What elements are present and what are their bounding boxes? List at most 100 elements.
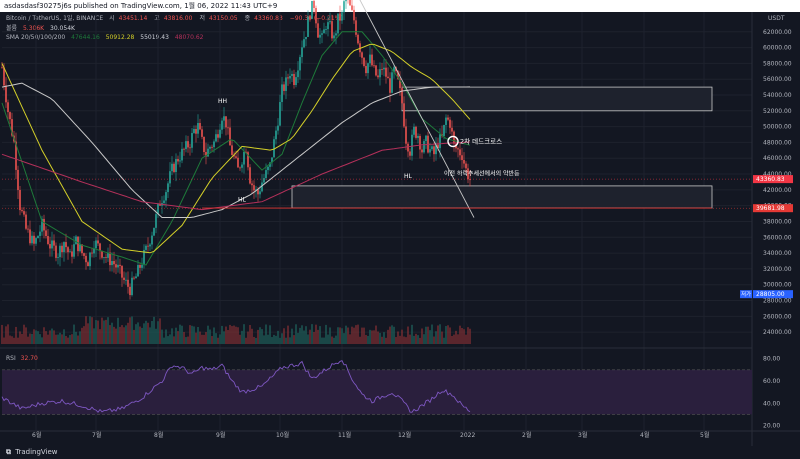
candle-body	[71, 251, 73, 257]
volume-bar	[397, 331, 399, 344]
candle-body	[247, 152, 249, 168]
volume-value-2: 30.054K	[50, 25, 75, 32]
price-tag-label: 43360.83	[756, 176, 785, 183]
trend-line	[359, 0, 475, 218]
rsi-band	[2, 369, 752, 415]
annotation-text: HL	[238, 197, 247, 204]
volume-bar	[209, 329, 211, 344]
volume-bar	[323, 337, 325, 344]
volume-bar	[451, 335, 453, 344]
candle-body	[263, 178, 265, 183]
volume-bar	[387, 329, 389, 344]
candle-body	[315, 7, 317, 24]
candle-body	[435, 144, 437, 155]
volume-bar	[39, 334, 41, 344]
candle-body	[391, 72, 393, 93]
candle-body	[61, 245, 63, 253]
volume-bar	[159, 318, 161, 344]
candle-body	[245, 151, 247, 153]
volume-bar	[51, 328, 53, 344]
y-tick-label: 30000.00	[763, 282, 792, 289]
volume-bar	[453, 334, 455, 344]
price-tag-box	[753, 290, 793, 299]
candle-body	[105, 257, 107, 259]
volume-bar	[381, 336, 383, 344]
candle-body	[285, 77, 287, 91]
candle-body	[157, 203, 159, 215]
volume-bar	[391, 325, 393, 344]
candle-body	[295, 77, 297, 86]
y-tick-label: 38000.00	[763, 218, 792, 225]
candle-body	[181, 148, 183, 161]
candle-body	[241, 164, 243, 168]
volume-bar	[83, 326, 85, 344]
candle-body	[39, 231, 41, 237]
candle-body	[311, 0, 313, 19]
candle-body	[141, 264, 143, 268]
x-tick-label: 11월	[338, 431, 351, 439]
volume-bar	[339, 327, 341, 344]
volume-bar	[217, 337, 219, 344]
volume-bar	[235, 326, 237, 344]
candle-body	[101, 251, 103, 258]
volume-bar	[225, 326, 227, 344]
candle-body	[15, 141, 17, 170]
volume-bar	[423, 334, 425, 344]
volume-bar	[15, 326, 17, 344]
candle-body	[121, 265, 123, 278]
volume-bar	[347, 327, 349, 344]
y-tick-label: 32000.00	[763, 266, 792, 273]
publish-header: asdasdasf30275j6s published on TradingVi…	[0, 0, 800, 12]
volume-bar	[97, 320, 99, 344]
volume-bar	[329, 327, 331, 344]
candle-body	[361, 52, 363, 58]
candle-body	[233, 155, 235, 157]
volume-bar	[63, 329, 65, 344]
volume-bar	[409, 334, 411, 344]
volume-bar	[115, 328, 117, 344]
volume-bar	[445, 326, 447, 344]
volume-bar	[367, 335, 369, 344]
candle-body	[95, 240, 97, 249]
candle-body	[443, 124, 445, 136]
candle-body	[325, 29, 327, 30]
volume-bar	[153, 316, 155, 344]
candle-body	[125, 279, 127, 281]
volume-bar	[141, 327, 143, 344]
candle-body	[25, 214, 27, 229]
volume-bar	[85, 316, 87, 344]
y-tick-label: 46000.00	[763, 155, 792, 162]
candle-body	[449, 119, 451, 128]
volume-bar	[117, 317, 119, 344]
volume-bar	[195, 332, 197, 344]
volume-bar	[393, 326, 395, 344]
candle-body	[335, 33, 337, 36]
volume-bar	[257, 329, 259, 344]
candle-body	[339, 13, 341, 21]
volume-bar	[389, 326, 391, 344]
volume-bar	[59, 332, 61, 344]
volume-bar	[169, 334, 171, 344]
candle-body	[109, 252, 111, 266]
volume-bar	[319, 326, 321, 344]
candle-body	[223, 116, 225, 121]
y-tick-label: 26000.00	[763, 313, 792, 320]
candle-body	[189, 147, 191, 149]
volume-bar	[327, 334, 329, 344]
volume-bar	[149, 327, 151, 344]
y-tick-label: 28000.00	[763, 298, 792, 305]
volume-bar	[415, 333, 417, 344]
candle-body	[93, 248, 95, 254]
volume-bar	[243, 324, 245, 344]
candle-body	[377, 75, 379, 78]
candle-body	[303, 39, 305, 48]
volume-bar	[187, 336, 189, 344]
x-tick-label: 5월	[700, 431, 709, 439]
volume-bar	[147, 322, 149, 344]
candle-body	[43, 218, 45, 231]
candle-body	[249, 167, 251, 184]
volume-bar	[255, 337, 257, 344]
dead-cross-circle	[447, 135, 459, 148]
candle-body	[85, 255, 87, 263]
